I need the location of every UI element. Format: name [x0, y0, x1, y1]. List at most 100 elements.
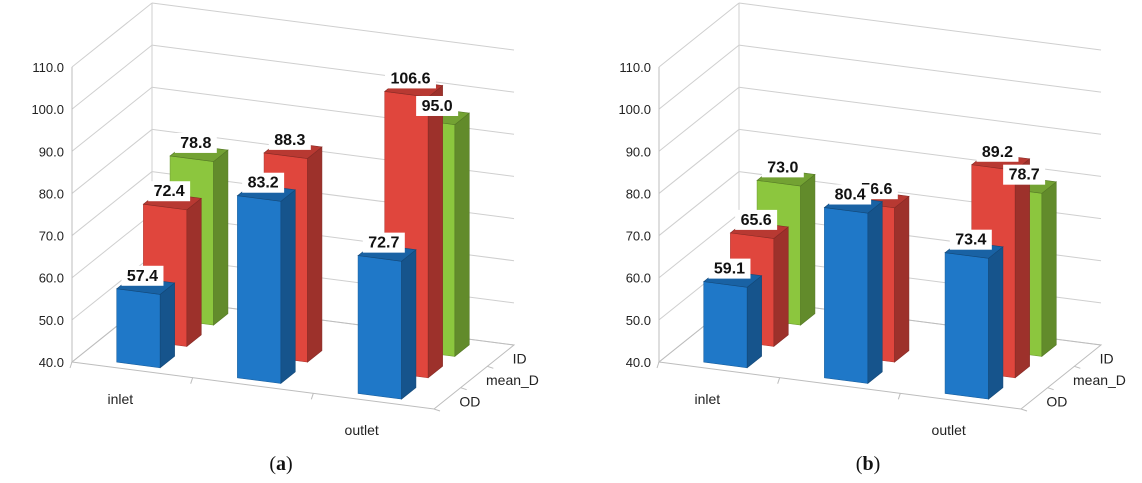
value-label-bg	[362, 232, 405, 253]
value-label-bg	[761, 157, 804, 178]
bar-side-face	[746, 275, 762, 369]
value-label-bg	[384, 68, 436, 89]
value-label: 106.6	[384, 68, 436, 89]
depth-category-label: OD	[1046, 393, 1067, 409]
bar-side-face	[213, 149, 229, 326]
panel-label-b: (b)	[856, 453, 880, 475]
gridline-side	[71, 2, 153, 68]
y-tick-label: 90.0	[39, 144, 64, 159]
value-label-text: 83.2	[248, 175, 279, 192]
bar-front-face	[237, 195, 282, 384]
bar-a-s0-c1	[236, 183, 296, 385]
panel-label-a: (a)	[269, 453, 292, 475]
bar-side-face	[159, 282, 175, 369]
y-tick-label: 60.0	[626, 271, 651, 286]
value-label-bg	[148, 181, 191, 202]
bar-side-face	[186, 197, 202, 348]
gridline-side	[658, 44, 740, 110]
gridline-side	[658, 171, 740, 236]
bar-side-face	[280, 189, 296, 385]
chart-panel-a: 40.0 50.0 60.0 70.0 80.0 90.0 100.0 110.0 OD mean…	[31, 2, 539, 438]
value-label: 73.0	[761, 157, 804, 178]
value-label: 65.6	[735, 209, 778, 230]
gridline-side	[71, 213, 153, 279]
bar-a-s0-c0	[116, 276, 176, 369]
category-label: inlet	[107, 391, 133, 407]
value-label-bg	[121, 265, 164, 286]
gridline-back	[738, 2, 1102, 51]
y-tick-label: 90.0	[626, 144, 651, 159]
value-label: 78.8	[174, 132, 217, 153]
value-label-text: 95.0	[422, 98, 453, 115]
value-label-text: 80.4	[835, 187, 866, 204]
gridline-side	[658, 129, 740, 194]
y-tick-label: 80.0	[626, 186, 651, 201]
value-label-text: 65.6	[741, 212, 772, 229]
value-label-text: 78.7	[1009, 167, 1040, 184]
value-label: 89.2	[976, 141, 1019, 162]
gridline-side	[658, 86, 740, 152]
value-label-text: 73.4	[955, 232, 986, 249]
y-tick-label: 70.0	[39, 229, 64, 244]
bar-side-face	[401, 249, 417, 400]
depth-category-label: mean_D	[1073, 372, 1126, 388]
bar-b-s0-c0	[703, 269, 763, 369]
y-tick-label: 110.0	[619, 60, 651, 75]
y-tick-label: 60.0	[39, 271, 64, 286]
value-label: 72.7	[362, 232, 405, 253]
depth-tick	[487, 365, 494, 369]
bar-front-face	[944, 252, 989, 400]
bar-side-face	[988, 246, 1004, 400]
value-label: 83.2	[242, 172, 285, 193]
value-label-text: 57.4	[127, 268, 158, 285]
y-tick-label: 40.0	[626, 355, 651, 370]
value-label: 59.1	[708, 258, 751, 279]
category-label: inlet	[694, 391, 720, 407]
value-label-bg	[976, 141, 1019, 162]
value-label-text: 73.0	[767, 159, 798, 176]
bar-front-face	[703, 281, 748, 369]
bar-b-s0-c2	[944, 240, 1004, 400]
bar-side-face	[800, 173, 816, 326]
depth-tick	[1020, 408, 1028, 412]
category-label: outlet	[932, 422, 966, 438]
bar-front-face	[824, 207, 869, 384]
depth-tick	[1047, 387, 1054, 391]
y-tick-label: 50.0	[39, 313, 64, 328]
value-label-bg	[1003, 164, 1046, 185]
bar-side-face	[307, 146, 323, 363]
value-label: 88.3	[268, 129, 311, 150]
bar-side-face	[867, 201, 883, 385]
bar-front-face	[116, 288, 161, 369]
value-label: 95.0	[416, 95, 459, 116]
value-label-text: 88.3	[274, 132, 305, 149]
gridline-back	[738, 86, 1102, 135]
bar-side-face	[1014, 158, 1030, 379]
value-label-text: 72.7	[368, 235, 399, 252]
value-label: 78.7	[1003, 164, 1046, 185]
bar-side-face	[894, 195, 910, 363]
value-label-text: 89.2	[982, 144, 1013, 161]
depth-category-label: ID	[513, 351, 527, 367]
depth-category-label: ID	[1100, 351, 1114, 367]
value-label: 57.4	[121, 265, 164, 286]
chart-panel-b: 40.0 50.0 60.0 70.0 80.0 90.0 100.0 110.0 OD mean…	[618, 2, 1126, 438]
gridline-side	[71, 171, 153, 236]
y-tick-label: 110.0	[32, 60, 64, 75]
gridline-side	[658, 213, 740, 279]
bar-a-s0-c2	[357, 243, 417, 400]
value-label-bg	[174, 132, 217, 153]
value-label-bg	[708, 258, 751, 279]
depth-tick	[433, 408, 441, 412]
category-tick	[656, 361, 660, 369]
category-tick	[777, 377, 781, 384]
value-label-text: 59.1	[714, 261, 745, 278]
value-label-text: 72.4	[154, 183, 185, 200]
y-tick-label: 80.0	[39, 186, 64, 201]
back-wall-grid	[71, 2, 515, 363]
bar-side-face	[1041, 181, 1057, 358]
value-label-bg	[242, 172, 285, 193]
category-tick	[69, 361, 73, 369]
y-tick-label: 100.0	[31, 102, 64, 117]
